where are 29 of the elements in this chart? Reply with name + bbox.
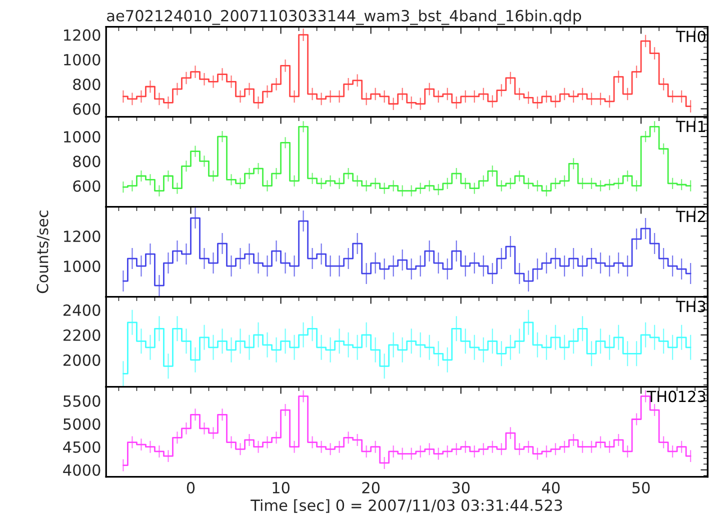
y-tick-label: 1200	[64, 29, 100, 41]
y-tick-label: 1000	[64, 131, 100, 143]
y-tick-label: 5500	[64, 395, 100, 407]
x-tick-label: 0	[186, 482, 195, 494]
x-tick-label: 20	[362, 482, 380, 494]
annotation: TH0	[676, 30, 706, 42]
y-axis-title: Counts/sec	[36, 210, 50, 294]
y-tick-label: 4500	[63, 441, 100, 453]
annotation: TH1	[676, 120, 706, 132]
x-tick-label: 30	[452, 482, 470, 494]
y-tick-label: 600	[73, 103, 100, 115]
y-tick-label: 1200	[64, 230, 100, 242]
x-tick-label: 10	[272, 482, 290, 494]
y-tick-label: 800	[73, 78, 100, 90]
y-tick-label: 600	[73, 180, 100, 192]
x-tick-label: 40	[542, 482, 560, 494]
y-tick-label: 2200	[63, 329, 100, 341]
x-tick-label: 50	[632, 482, 650, 494]
annotation: TH2	[676, 210, 705, 222]
chart-title: ae702124010_20071103033144_wam3_bst_4band_16bin.qdp	[107, 10, 582, 25]
y-tick-label: 1000	[64, 54, 100, 66]
y-tick-label: 2400	[63, 304, 100, 316]
y-tick-label: 2000	[63, 354, 100, 366]
y-tick-label: 4000	[63, 464, 100, 476]
annotation: TH3	[676, 300, 706, 312]
y-tick-label: 1000	[64, 260, 100, 272]
x-axis-title: Time [sec] 0 = 2007/11/03 03:31:44.523	[250, 499, 562, 513]
y-tick-label: 5000	[64, 418, 100, 430]
y-tick-label: 800	[73, 156, 100, 168]
